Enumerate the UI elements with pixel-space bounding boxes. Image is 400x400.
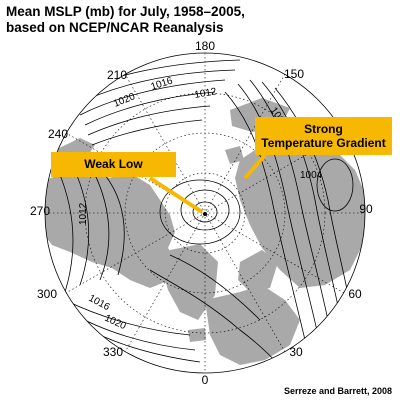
title-line-2: based on NCEP/NCAR Reanalysis bbox=[6, 20, 224, 35]
weak-low-callout: Weak Low bbox=[51, 152, 176, 177]
scandinavia-landmass bbox=[238, 250, 278, 292]
contour-label-1016-south: 1016 bbox=[87, 293, 112, 313]
low-center-marker bbox=[203, 212, 207, 216]
title-line-1: Mean MSLP (mb) for July, 1958–2005, bbox=[6, 4, 245, 19]
source-credit: Serreze and Barrett, 2008 bbox=[283, 386, 392, 396]
gradient-callout-line-1: Strong bbox=[304, 122, 343, 136]
longitude-label-210: 210 bbox=[107, 68, 127, 82]
longitude-label-180: 180 bbox=[195, 39, 215, 53]
canadian-archipelago bbox=[118, 190, 168, 238]
greenland-landmass bbox=[162, 244, 218, 320]
contour-label-1012-west: 1012 bbox=[78, 202, 89, 225]
longitude-label-240: 240 bbox=[48, 127, 68, 141]
contour-label-1004: 1004 bbox=[300, 170, 323, 181]
longitude-label-330: 330 bbox=[103, 345, 123, 359]
contour-label-1020-north: 1020 bbox=[112, 91, 137, 110]
longitude-label-0: 0 bbox=[202, 373, 209, 387]
contour-label-1012-north: 1012 bbox=[194, 86, 218, 101]
gradient-pointer bbox=[243, 153, 267, 180]
longitude-label-30: 30 bbox=[289, 345, 303, 359]
longitude-label-300: 300 bbox=[37, 287, 57, 301]
contour-label-1016-north: 1016 bbox=[150, 75, 175, 92]
longitude-label-150: 150 bbox=[284, 67, 304, 81]
longitude-label-90: 90 bbox=[359, 202, 373, 216]
map-title: Mean MSLP (mb) for July, 1958–2005, base… bbox=[6, 4, 336, 36]
iceland-landmass bbox=[188, 328, 206, 342]
siberian-islands bbox=[225, 146, 266, 198]
weak-low-pointer bbox=[148, 176, 204, 214]
longitude-label-270: 270 bbox=[30, 204, 50, 218]
gradient-callout-line-2: Temperature Gradient bbox=[261, 136, 386, 150]
map-boundary bbox=[44, 52, 366, 374]
temperature-gradient-callout: Strong Temperature Gradient bbox=[255, 117, 392, 155]
longitude-label-60: 60 bbox=[348, 287, 362, 301]
longitude-labels: 180 150 90 60 30 0 330 300 270 240 210 bbox=[30, 39, 373, 387]
europe-landmass bbox=[205, 285, 300, 365]
